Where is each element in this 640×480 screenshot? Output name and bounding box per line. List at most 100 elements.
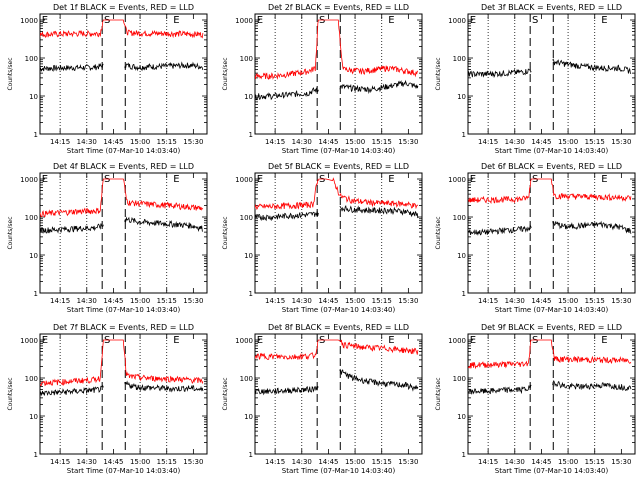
x-tick-label: 14:30 <box>77 297 97 305</box>
x-tick-label: 15:15 <box>372 297 392 305</box>
events-trace <box>255 87 319 101</box>
y-tick-label: 100 <box>240 375 253 383</box>
marker-label-s: S <box>319 174 325 185</box>
y-axis-label: Counts/sec <box>7 377 14 410</box>
x-tick-label: 15:15 <box>372 138 392 146</box>
y-tick-label: 1 <box>34 131 38 139</box>
panel-title: Det 6f BLACK = Events, RED = LLD <box>481 162 622 171</box>
events-trace <box>255 385 319 396</box>
y-tick-label: 1000 <box>235 337 253 345</box>
x-tick-label: 15:15 <box>372 458 392 466</box>
x-tick-label: 15:30 <box>611 138 631 146</box>
y-tick-label: 100 <box>453 214 466 222</box>
marker-label-s: S <box>104 335 110 346</box>
x-tick-label: 14:15 <box>50 297 70 305</box>
y-tick-label: 10 <box>457 252 466 260</box>
y-tick-label: 1000 <box>448 176 466 184</box>
x-tick-label: 15:00 <box>345 138 365 146</box>
x-tick-label: 15:15 <box>157 297 177 305</box>
x-tick-label: 15:30 <box>611 458 631 466</box>
x-tick-label: 14:15 <box>50 458 70 466</box>
marker-label-e: E <box>173 15 179 26</box>
events-trace <box>339 368 419 392</box>
y-tick-label: 1 <box>249 131 253 139</box>
x-tick-label: 14:45 <box>103 138 123 146</box>
y-tick-label: 1 <box>462 290 466 298</box>
y-tick-label: 1 <box>34 451 38 459</box>
x-axis-label: Start Time (07-Mar-10 14:03:40) <box>67 467 181 475</box>
x-tick-label: 14:45 <box>103 458 123 466</box>
x-tick-label: 15:00 <box>345 297 365 305</box>
marker-label-e: E <box>601 15 607 26</box>
plot-frame <box>39 333 208 455</box>
x-axis-label: Start Time (07-Mar-10 14:03:40) <box>282 467 396 475</box>
plot-frame <box>39 172 208 294</box>
y-tick-label: 100 <box>240 55 253 63</box>
events-trace <box>468 223 532 236</box>
lld-trace <box>40 19 204 39</box>
x-tick-label: 15:00 <box>130 458 150 466</box>
y-tick-label: 10 <box>244 413 253 421</box>
plot-frame <box>467 13 636 135</box>
x-axis-label: Start Time (07-Mar-10 14:03:40) <box>282 306 396 314</box>
x-tick-label: 15:00 <box>558 458 578 466</box>
x-tick-label: 15:30 <box>398 297 418 305</box>
y-axis-label: Counts/sec <box>222 377 229 410</box>
y-tick-label: 100 <box>240 214 253 222</box>
x-tick-label: 14:15 <box>478 297 498 305</box>
y-axis-label: Counts/sec <box>222 57 229 90</box>
x-tick-label: 14:15 <box>478 458 498 466</box>
y-tick-label: 10 <box>244 93 253 101</box>
events-trace <box>255 210 319 222</box>
marker-label-e: E <box>257 15 263 26</box>
x-tick-label: 15:00 <box>558 138 578 146</box>
lld-trace <box>255 177 419 211</box>
marker-label-s: S <box>532 174 538 185</box>
marker-label-e: E <box>470 335 476 346</box>
y-axis-label: Counts/sec <box>7 57 14 90</box>
panel-title: Det 7f BLACK = Events, RED = LLD <box>53 323 194 332</box>
marker-label-e: E <box>388 335 394 346</box>
events-trace <box>124 61 204 72</box>
lld-trace <box>40 339 204 387</box>
marker-label-e: E <box>173 335 179 346</box>
x-tick-label: 14:15 <box>50 138 70 146</box>
x-axis-label: Start Time (07-Mar-10 14:03:40) <box>282 147 396 155</box>
x-tick-label: 15:00 <box>130 297 150 305</box>
y-tick-label: 1000 <box>20 176 38 184</box>
x-axis-label: Start Time (07-Mar-10 14:03:40) <box>495 467 609 475</box>
marker-label-s: S <box>532 15 538 26</box>
plot-frame <box>39 13 208 135</box>
marker-label-s: S <box>104 174 110 185</box>
marker-label-e: E <box>257 335 263 346</box>
x-tick-label: 14:45 <box>531 138 551 146</box>
marker-label-e: E <box>470 174 476 185</box>
plot-frame <box>467 333 636 455</box>
x-tick-label: 15:00 <box>130 138 150 146</box>
events-trace <box>468 68 532 79</box>
x-tick-label: 15:30 <box>183 297 203 305</box>
y-axis-label: Counts/sec <box>7 216 14 249</box>
x-tick-label: 15:15 <box>157 138 177 146</box>
x-tick-label: 14:30 <box>77 138 97 146</box>
x-axis-label: Start Time (07-Mar-10 14:03:40) <box>67 306 181 314</box>
panel-det-8f: Det 8f BLACK = Events, RED = LLD 1 10 100 10… <box>222 323 423 475</box>
x-tick-label: 14:45 <box>318 458 338 466</box>
lld-trace <box>40 178 204 218</box>
x-tick-label: 14:30 <box>292 458 312 466</box>
marker-label-s: S <box>532 335 538 346</box>
panel-title: Det 3f BLACK = Events, RED = LLD <box>481 3 622 12</box>
y-axis-label: Counts/sec <box>435 377 442 410</box>
marker-label-s: S <box>319 335 325 346</box>
marker-label-e: E <box>42 15 48 26</box>
y-tick-label: 10 <box>457 413 466 421</box>
y-tick-label: 100 <box>25 375 38 383</box>
events-trace <box>339 204 419 219</box>
y-tick-label: 1000 <box>20 17 38 25</box>
marker-label-e: E <box>388 15 394 26</box>
events-trace <box>124 216 204 232</box>
marker-label-e: E <box>42 335 48 346</box>
y-axis-label: Counts/sec <box>435 216 442 249</box>
y-tick-label: 1000 <box>20 337 38 345</box>
y-tick-label: 10 <box>29 252 38 260</box>
